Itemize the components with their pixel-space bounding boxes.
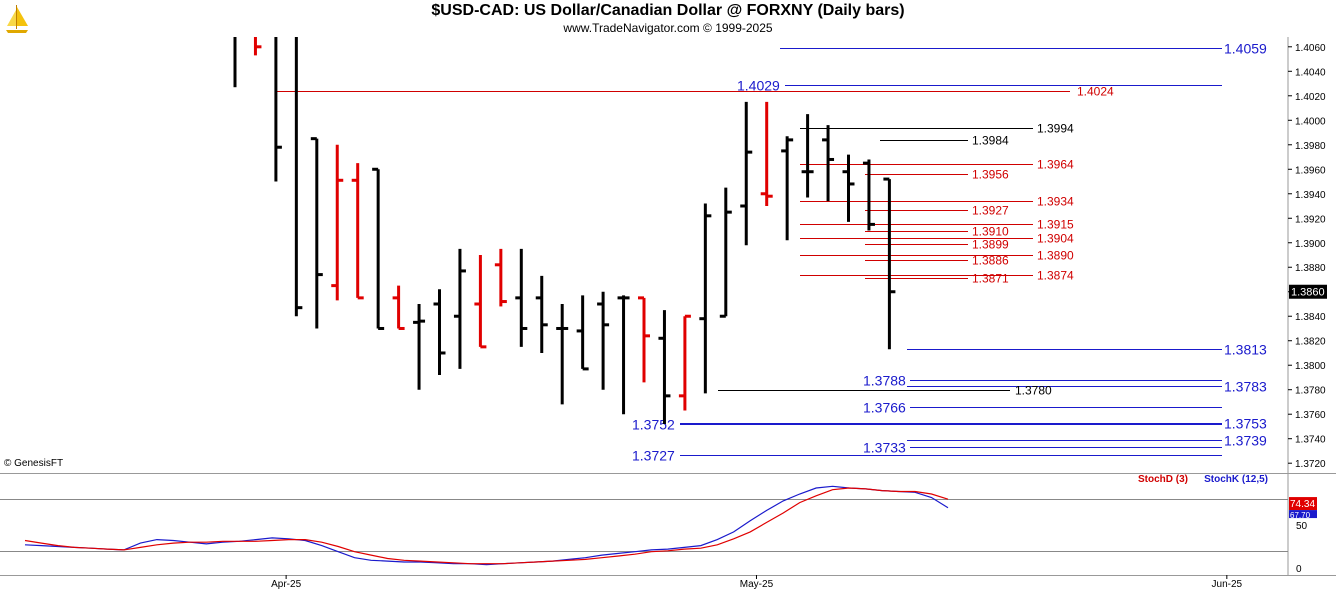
price-tick-label: 1.3720 xyxy=(1295,459,1326,470)
date-tick-label: Apr-25 xyxy=(271,579,301,590)
date-axis: Apr-25 May-25 Jun-25 xyxy=(0,575,1336,590)
level-label: 1.3780 xyxy=(1015,384,1052,398)
level-label: 1.3813 xyxy=(1224,342,1267,358)
level-label: 1.4059 xyxy=(1224,41,1267,57)
stochk-line xyxy=(24,485,949,566)
chart-header: $USD-CAD: US Dollar/Canadian Dollar @ FO… xyxy=(0,0,1336,36)
level-label: 1.3886 xyxy=(972,254,1009,268)
price-tick-label: 1.3840 xyxy=(1295,312,1326,323)
price-tick-label: 1.3940 xyxy=(1295,190,1326,201)
price-tick-label: 1.3920 xyxy=(1295,214,1326,225)
ohlc-bars xyxy=(233,37,896,425)
price-tick-label: 1.3820 xyxy=(1295,337,1326,348)
level-label: 1.3927 xyxy=(972,204,1009,218)
current-price-box xyxy=(1289,284,1327,299)
chart-title: $USD-CAD: US Dollar/Canadian Dollar @ FO… xyxy=(431,2,905,19)
price-tick-label: 1.3900 xyxy=(1295,239,1326,250)
level-label: 1.3766 xyxy=(863,400,906,416)
level-label: 1.3752 xyxy=(632,417,675,433)
date-tick-label: Jun-25 xyxy=(1212,579,1243,590)
price-tick-label: 1.3880 xyxy=(1295,263,1326,274)
price-tick-label: 1.4040 xyxy=(1295,67,1326,78)
stoch-tick-label: 50 xyxy=(1296,521,1308,532)
price-tick-label: 1.3800 xyxy=(1295,361,1326,372)
price-tick-label: 1.3740 xyxy=(1295,435,1326,446)
price-chart: 1.4059 1.4029 1.4024 1.3994 1.3984 1.3964 1.39… xyxy=(0,37,1336,590)
watermark: © GenesisFT xyxy=(4,458,64,469)
level-label: 1.3984 xyxy=(972,134,1009,148)
level-label: 1.3871 xyxy=(972,272,1009,286)
level-label: 1.4024 xyxy=(1077,85,1114,99)
stochk-value-box xyxy=(1289,510,1317,519)
trade-navigator-logo-icon xyxy=(6,5,28,33)
level-label: 1.3727 xyxy=(632,448,675,464)
level-label: 1.3994 xyxy=(1037,122,1074,136)
level-label: 1.3964 xyxy=(1037,158,1074,172)
price-plot-background xyxy=(0,37,1288,473)
price-tick-label: 1.4000 xyxy=(1295,116,1326,127)
stoch-tick-label: 0 xyxy=(1296,564,1302,575)
level-lines: 1.4059 1.4029 1.4024 1.3994 1.3984 1.3964 1.39… xyxy=(276,41,1267,464)
price-tick-label: 1.4020 xyxy=(1295,92,1326,103)
price-tick-label: 1.4060 xyxy=(1295,43,1326,54)
stochd-label: StochD (3) xyxy=(1138,474,1188,485)
price-axis: 1.4060 1.4040 1.4020 1.4000 1.3980 1.3960 1.39… xyxy=(1288,43,1327,470)
level-label: 1.3915 xyxy=(1037,218,1074,232)
price-tick-label: 1.3760 xyxy=(1295,410,1326,421)
level-label: 1.3753 xyxy=(1224,416,1267,432)
chart-subtitle: www.TradeNavigator.com © 1999-2025 xyxy=(563,21,773,35)
level-label: 1.3934 xyxy=(1037,195,1074,209)
stochd-value: 74.34 xyxy=(1290,499,1315,510)
current-price-label: 1.3860 xyxy=(1291,287,1325,299)
level-label: 1.3783 xyxy=(1224,379,1267,395)
level-label: 1.3956 xyxy=(972,168,1009,182)
price-tick-label: 1.3780 xyxy=(1295,386,1326,397)
date-tick-label: May-25 xyxy=(740,579,774,590)
level-label: 1.3890 xyxy=(1037,249,1074,263)
level-label: 1.3733 xyxy=(863,440,906,456)
level-label: 1.3788 xyxy=(863,373,906,389)
stochd-line xyxy=(24,487,949,565)
level-label: 1.3874 xyxy=(1037,269,1074,283)
stochd-value-box xyxy=(1289,497,1317,511)
price-tick-label: 1.3980 xyxy=(1295,141,1326,152)
level-label: 1.3904 xyxy=(1037,232,1074,246)
price-panel-frame xyxy=(0,37,1336,575)
stochk-value: 67.70 xyxy=(1290,511,1311,520)
level-label: 1.4029 xyxy=(737,78,780,94)
stochk-label: StochK (12,5) xyxy=(1204,474,1268,485)
level-label: 1.3910 xyxy=(972,225,1009,239)
price-tick-label: 1.3960 xyxy=(1295,165,1326,176)
level-label: 1.3899 xyxy=(972,238,1009,252)
level-label: 1.3739 xyxy=(1224,433,1267,449)
